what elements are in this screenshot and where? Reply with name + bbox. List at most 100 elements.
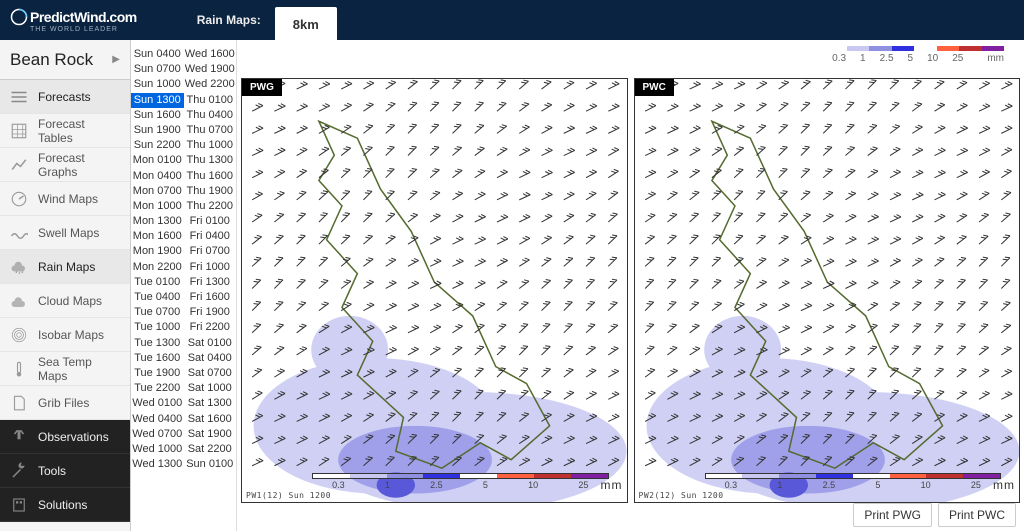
nav-item-grib-files[interactable]: Grib Files: [0, 386, 130, 420]
time-item[interactable]: Wed 0100: [131, 396, 184, 411]
time-item[interactable]: Sun 1600: [131, 108, 184, 123]
nav-item-isobar-maps[interactable]: Isobar Maps: [0, 318, 130, 352]
rain-icon: [10, 258, 28, 276]
time-item[interactable]: Tue 1000: [131, 320, 184, 335]
nav-label: Observations: [38, 430, 109, 444]
time-item[interactable]: Fri 0400: [184, 229, 237, 244]
time-item[interactable]: Wed 2200: [184, 77, 237, 92]
time-item[interactable]: Tue 1900: [131, 366, 184, 381]
time-item[interactable]: Sun 1000: [131, 77, 184, 92]
time-item[interactable]: Thu 1900: [184, 184, 237, 199]
time-item[interactable]: Sat 0700: [184, 366, 237, 381]
time-item[interactable]: Wed 1300: [131, 457, 184, 472]
nav-item-wind-maps[interactable]: Wind Maps: [0, 182, 130, 216]
time-item[interactable]: Sun 2200: [131, 138, 184, 153]
map-panel-pwg[interactable]: PWG 0.312.551025mmPW1(12) Sun 1200: [241, 78, 628, 503]
time-item[interactable]: Fri 0100: [184, 214, 237, 229]
grib-icon: [10, 394, 28, 412]
time-item[interactable]: Mon 1300: [131, 214, 184, 229]
time-item[interactable]: Thu 1300: [184, 153, 237, 168]
time-item[interactable]: Sun 0100: [184, 457, 237, 472]
time-item[interactable]: Sun 0700: [131, 62, 184, 77]
time-item[interactable]: Fri 1600: [184, 290, 237, 305]
time-item[interactable]: Mon 1600: [131, 229, 184, 244]
map-legend: 0.312.551025: [705, 473, 1002, 490]
time-item[interactable]: Sat 2200: [184, 442, 237, 457]
time-item[interactable]: Sat 1900: [184, 427, 237, 442]
wind-icon: [10, 190, 28, 208]
time-item[interactable]: Thu 0400: [184, 108, 237, 123]
time-item[interactable]: Wed 0700: [131, 427, 184, 442]
time-item[interactable]: Tue 0400: [131, 290, 184, 305]
nav-item-tools[interactable]: Tools: [0, 454, 130, 488]
time-item[interactable]: Wed 1000: [131, 442, 184, 457]
time-item[interactable]: Sun 0400: [131, 47, 184, 62]
logo-tagline: THE WORLD LEADER: [30, 26, 137, 33]
nav-item-observations[interactable]: Observations: [0, 420, 130, 454]
time-item[interactable]: Wed 1600: [184, 47, 237, 62]
time-item[interactable]: Mon 2200: [131, 260, 184, 275]
time-item[interactable]: Thu 1000: [184, 138, 237, 153]
nav-item-swell-maps[interactable]: Swell Maps: [0, 216, 130, 250]
time-item[interactable]: Thu 1600: [184, 169, 237, 184]
map-panel-pwc[interactable]: PWC 0.312.551025mmPW2(12) Sun 1200: [634, 78, 1021, 503]
time-item[interactable]: Wed 0400: [131, 412, 184, 427]
nav-label: Wind Maps: [38, 192, 98, 206]
time-item[interactable]: Tue 1600: [131, 351, 184, 366]
time-item[interactable]: Mon 1900: [131, 244, 184, 259]
location-selector[interactable]: Bean Rock ▶: [0, 40, 130, 80]
time-item[interactable]: Sat 0100: [184, 336, 237, 351]
logo-text: PredictWind.com: [30, 10, 137, 24]
graph-icon: [10, 156, 28, 174]
time-item[interactable]: Tue 0700: [131, 305, 184, 320]
nav-item-sea-temp-maps[interactable]: Sea Temp Maps: [0, 352, 130, 386]
map-source: PW1(12) Sun 1200: [246, 491, 331, 500]
time-item[interactable]: Mon 0400: [131, 169, 184, 184]
map-legend: 0.312.551025: [312, 473, 609, 490]
chevron-right-icon: ▶: [112, 54, 120, 65]
header-section-label: Rain Maps:: [197, 13, 261, 27]
time-item[interactable]: Fri 1300: [184, 275, 237, 290]
time-item[interactable]: Thu 0100: [184, 93, 237, 108]
time-item[interactable]: Fri 2200: [184, 320, 237, 335]
nav-item-rain-maps[interactable]: Rain Maps: [0, 250, 130, 284]
time-item[interactable]: Tue 2200: [131, 381, 184, 396]
time-item[interactable]: Fri 0700: [184, 244, 237, 259]
time-item[interactable]: Tue 1300: [131, 336, 184, 351]
time-item[interactable]: Mon 0700: [131, 184, 184, 199]
logo[interactable]: PredictWind.com THE WORLD LEADER: [10, 8, 137, 33]
time-item[interactable]: Mon 1000: [131, 199, 184, 214]
time-item[interactable]: Tue 0100: [131, 275, 184, 290]
time-item[interactable]: Mon 0100: [131, 153, 184, 168]
nav-item-forecast-tables[interactable]: Forecast Tables: [0, 114, 130, 148]
time-item[interactable]: Sat 0400: [184, 351, 237, 366]
time-item[interactable]: Thu 2200: [184, 199, 237, 214]
solutions-icon: [10, 496, 28, 514]
map-source: PW2(12) Sun 1200: [639, 491, 724, 500]
time-item[interactable]: Thu 0700: [184, 123, 237, 138]
time-item[interactable]: Fri 1900: [184, 305, 237, 320]
time-item[interactable]: Sat 1300: [184, 396, 237, 411]
tools-icon: [10, 462, 28, 480]
temp-icon: [10, 360, 28, 378]
nav-label: Rain Maps: [38, 260, 95, 274]
nav-label: Sea Temp Maps: [38, 355, 120, 383]
print-pwg-button[interactable]: Print PWG: [853, 503, 932, 527]
time-item[interactable]: Sun 1300: [131, 93, 184, 108]
time-item[interactable]: Wed 1900: [184, 62, 237, 77]
print-pwc-button[interactable]: Print PWC: [938, 503, 1016, 527]
time-item[interactable]: Fri 1000: [184, 260, 237, 275]
nav-item-forecasts[interactable]: Forecasts: [0, 80, 130, 114]
cloud-icon: [10, 292, 28, 310]
nav-label: Grib Files: [38, 396, 89, 410]
obs-icon: [10, 428, 28, 446]
nav-item-cloud-maps[interactable]: Cloud Maps: [0, 284, 130, 318]
time-item[interactable]: Sat 1000: [184, 381, 237, 396]
nav-item-forecast-graphs[interactable]: Forecast Graphs: [0, 148, 130, 182]
time-item[interactable]: Sun 1900: [131, 123, 184, 138]
resolution-tab-8km[interactable]: 8km: [275, 7, 337, 42]
time-item[interactable]: Sat 1600: [184, 412, 237, 427]
header: PredictWind.com THE WORLD LEADER Rain Ma…: [0, 0, 1024, 40]
nav-item-solutions[interactable]: Solutions: [0, 488, 130, 522]
isobar-icon: [10, 326, 28, 344]
